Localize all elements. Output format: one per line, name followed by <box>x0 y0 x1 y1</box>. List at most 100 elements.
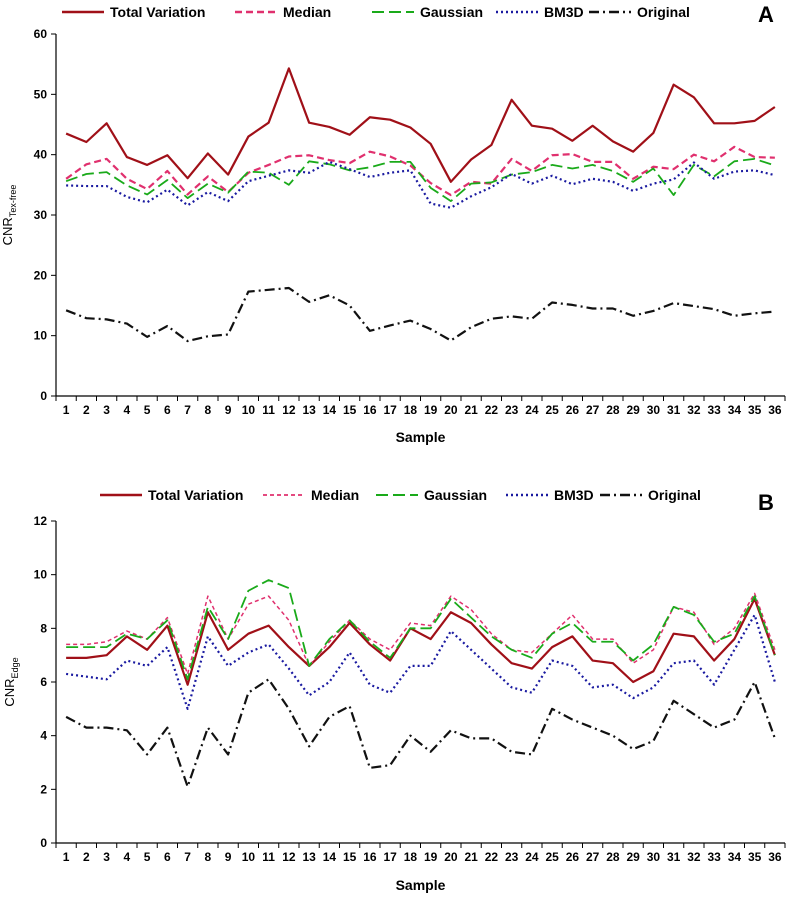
x-tick-label: 11 <box>262 403 275 417</box>
legend: Total Variation Median Gaussian BM3D Origina… <box>62 4 690 20</box>
x-tick-label: 35 <box>748 850 762 864</box>
x-tick-label: 15 <box>343 850 357 864</box>
x-tick-label: 31 <box>667 403 681 417</box>
legend-label-total-variation: Total Variation <box>148 487 243 503</box>
x-tick-label: 27 <box>586 403 600 417</box>
x-tick-label: 34 <box>728 403 742 417</box>
x-tick-label: 15 <box>343 403 357 417</box>
x-tick-label: 6 <box>164 850 171 864</box>
y-axis-label: CNREdge <box>2 657 20 706</box>
x-tick-label: 30 <box>647 850 661 864</box>
legend-label-bm3d: BM3D <box>544 4 584 20</box>
y-tick-label: 40 <box>34 148 48 162</box>
x-tick-label: 33 <box>707 850 721 864</box>
x-tick-label: 18 <box>404 403 418 417</box>
x-tick-label: 2 <box>83 850 90 864</box>
x-tick-label: 6 <box>164 403 171 417</box>
x-tick-label: 36 <box>768 403 782 417</box>
x-tick-label: 26 <box>566 403 580 417</box>
x-tick-label: 8 <box>205 403 212 417</box>
x-tick-label: 18 <box>404 850 418 864</box>
x-tick-label: 5 <box>144 850 151 864</box>
x-tick-label: 20 <box>444 403 458 417</box>
x-tick-label: 29 <box>626 403 640 417</box>
series-line-original <box>65 678 776 788</box>
x-axis-label: Sample <box>396 877 446 893</box>
x-tick-label: 19 <box>424 403 438 417</box>
x-tick-label: 27 <box>586 850 600 864</box>
x-tick-label: 21 <box>464 850 478 864</box>
x-tick-label: 14 <box>323 850 337 864</box>
x-tick-label: 12 <box>282 403 296 417</box>
x-tick-label: 17 <box>383 850 397 864</box>
x-tick-label: 31 <box>667 850 681 864</box>
legend-label-gaussian: Gaussian <box>420 4 483 20</box>
legend-label-gaussian: Gaussian <box>424 487 487 503</box>
x-tick-label: 14 <box>323 403 337 417</box>
x-tick-label: 10 <box>242 850 256 864</box>
x-tick-label: 24 <box>525 850 539 864</box>
x-tick-label: 13 <box>302 403 316 417</box>
y-axis-label: CNRTex-free <box>0 185 18 246</box>
x-tick-label: 35 <box>748 403 762 417</box>
x-tick-label: 23 <box>505 850 519 864</box>
x-tick-label: 23 <box>505 403 519 417</box>
series-line-gaussian <box>65 157 776 203</box>
legend-label-original: Original <box>648 487 701 503</box>
series-line-total-variation <box>66 597 776 686</box>
y-tick-label: 10 <box>34 568 48 582</box>
x-tick-label: 12 <box>282 850 296 864</box>
x-tick-label: 22 <box>485 850 499 864</box>
y-tick-label: 0 <box>40 836 47 850</box>
series-line-bm3d <box>65 613 776 710</box>
legend: Total Variation Median Gaussian BM3D Origina… <box>100 487 701 503</box>
y-tick-label: 20 <box>34 268 48 282</box>
x-tick-label: 36 <box>768 850 782 864</box>
legend-label-bm3d: BM3D <box>554 487 594 503</box>
x-tick-label: 32 <box>687 850 701 864</box>
legend-label-median: Median <box>311 487 359 503</box>
x-tick-label: 20 <box>444 850 458 864</box>
x-tick-label: 7 <box>184 403 191 417</box>
x-tick-label: 9 <box>225 403 232 417</box>
x-tick-label: 22 <box>485 403 499 417</box>
x-tick-label: 30 <box>647 403 661 417</box>
x-tick-label: 9 <box>225 850 232 864</box>
x-tick-label: 32 <box>687 403 701 417</box>
y-tick-label: 60 <box>34 27 48 41</box>
x-tick-label: 25 <box>545 850 559 864</box>
legend-label-median: Median <box>283 4 331 20</box>
x-tick-label: 3 <box>103 850 110 864</box>
x-axis-label: Sample <box>396 429 446 445</box>
y-tick-label: 12 <box>34 514 48 528</box>
x-tick-label: 16 <box>363 403 377 417</box>
x-tick-label: 34 <box>728 850 742 864</box>
x-tick-label: 3 <box>103 403 110 417</box>
series-line-total-variation <box>65 67 776 183</box>
x-tick-label: 13 <box>302 850 316 864</box>
y-tick-label: 0 <box>40 389 47 403</box>
x-tick-label: 1 <box>63 850 70 864</box>
x-tick-label: 25 <box>545 403 559 417</box>
panel-letter: A <box>758 2 774 27</box>
y-tick-label: 8 <box>40 621 47 635</box>
x-tick-label: 17 <box>383 403 397 417</box>
x-tick-label: 10 <box>242 403 256 417</box>
x-tick-label: 7 <box>184 850 191 864</box>
y-tick-label: 50 <box>34 87 48 101</box>
x-tick-label: 28 <box>606 403 620 417</box>
y-tick-label: 6 <box>40 675 47 689</box>
x-tick-label: 16 <box>363 850 377 864</box>
x-tick-label: 24 <box>525 403 539 417</box>
y-tick-label: 2 <box>40 782 47 796</box>
x-tick-label: 33 <box>707 403 721 417</box>
x-tick-label: 5 <box>144 403 151 417</box>
x-tick-label: 4 <box>124 850 131 864</box>
x-tick-label: 26 <box>566 850 580 864</box>
x-tick-label: 11 <box>262 850 275 864</box>
x-tick-label: 2 <box>83 403 90 417</box>
y-tick-label: 10 <box>34 329 48 343</box>
legend-label-original: Original <box>637 4 690 20</box>
